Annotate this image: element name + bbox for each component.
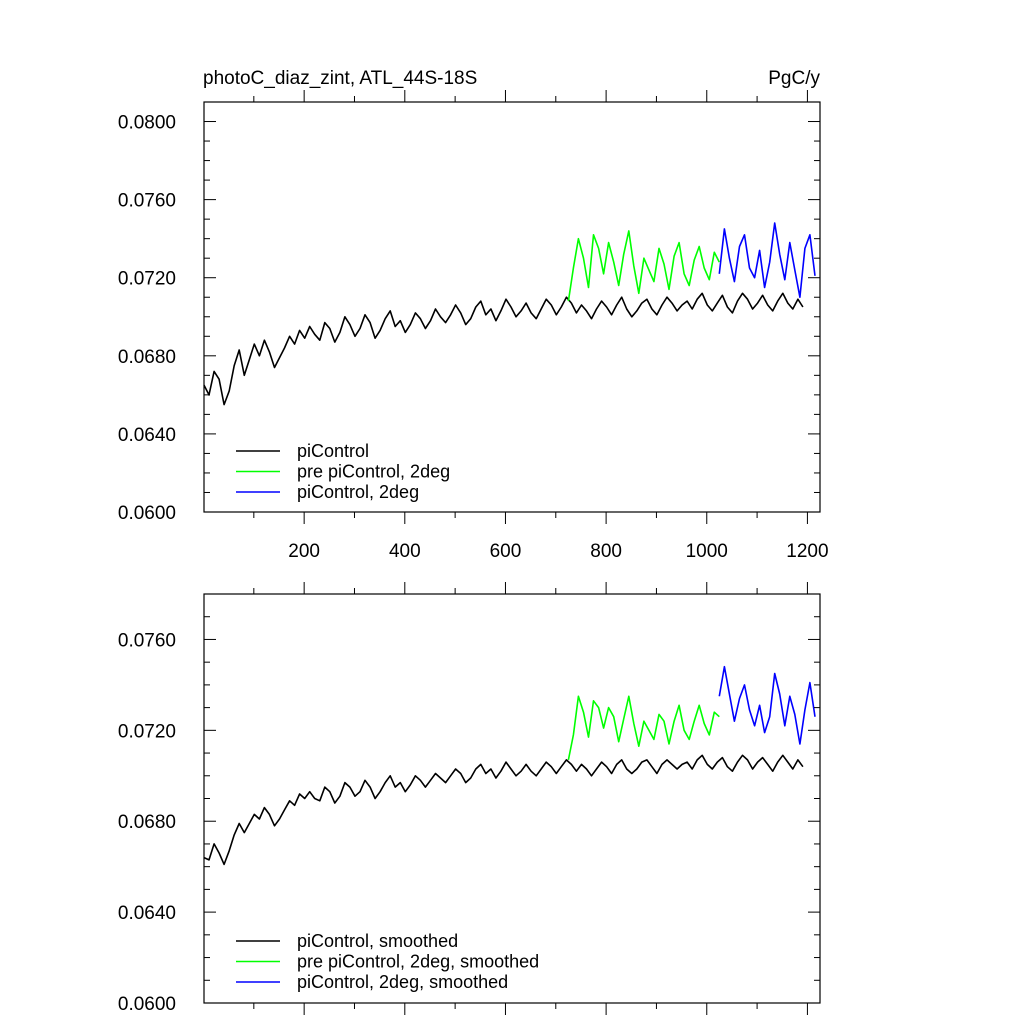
series-line-picontrol-2deg-smoothed [718,665,816,745]
legend-label: piControl, 2deg, smoothed [297,972,508,992]
x-tick-label: 200 [288,541,320,562]
x-tick-label: 600 [490,541,522,562]
legend-label: pre piControl, 2deg, smoothed [297,952,539,972]
series-line-pre-picontrol-2deg [567,230,721,302]
series-line-picontrol-2deg [718,222,816,299]
legend-label: piControl, smoothed [297,931,458,951]
series-line-pre-picontrol-2deg-smoothed [567,695,720,761]
y-tick-label: 0.0760 [118,630,176,651]
y-tick-label: 0.0600 [118,994,176,1015]
legend-label: piControl [297,441,369,461]
top-chart-panel: photoC_diaz_zint, ATL_44S-18S PgC/y 0.06… [118,68,829,562]
chart-title: photoC_diaz_zint, ATL_44S-18S [203,68,477,89]
y-tick-label: 0.0800 [118,113,176,134]
legend-label: piControl, 2deg [297,482,419,502]
y-tick-label: 0.0640 [118,903,176,924]
y-tick-label: 0.0680 [118,812,176,833]
x-tick-label: 400 [389,541,421,562]
y-tick-label: 0.0720 [118,721,176,742]
y-tick-label: 0.0760 [118,191,176,212]
y-tick-label: 0.0640 [118,425,176,446]
x-tick-label: 800 [590,541,622,562]
y-tick-label: 0.0680 [118,347,176,368]
series-line-picontrol-smoothed [203,754,804,866]
legend-label: pre piControl, 2deg [297,462,450,482]
y-tick-label: 0.0720 [118,269,176,290]
y-tick-label: 0.0600 [118,503,176,524]
chart-units: PgC/y [768,68,820,89]
bottom-chart-panel: 0.0600 0.0640 0.0680 0.0720 0.0760 piControl,… [118,582,821,1015]
plot-frame [203,101,821,513]
x-tick-label: 1200 [786,541,828,562]
series-line-picontrol [203,292,804,406]
x-tick-label: 1000 [686,541,728,562]
